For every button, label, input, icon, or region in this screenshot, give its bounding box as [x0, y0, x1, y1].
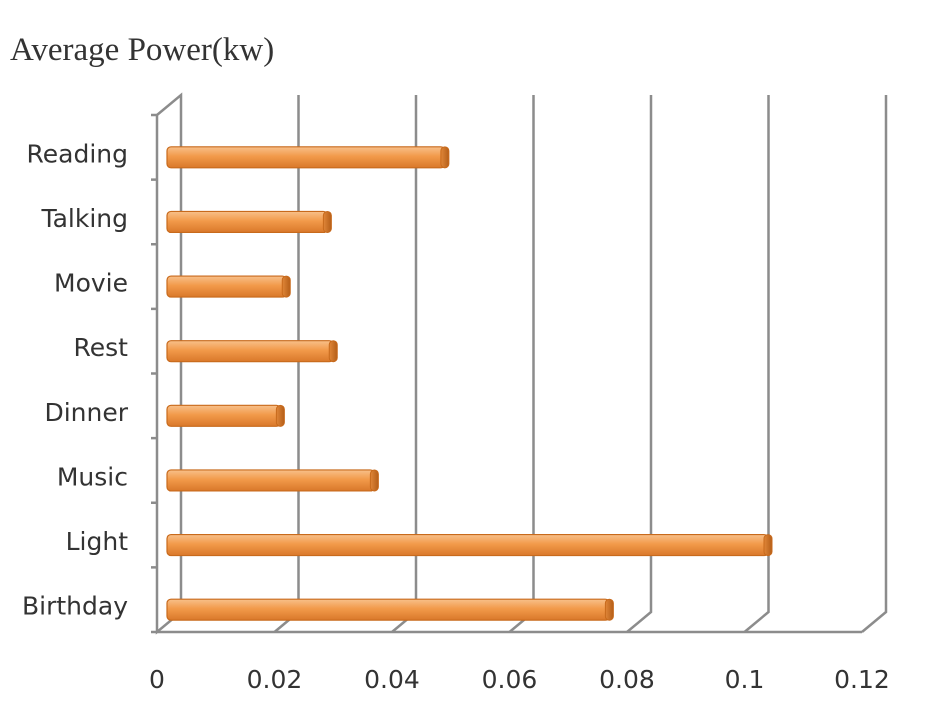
chart-title: Average Power(kw): [10, 32, 274, 68]
category-label: Music: [57, 462, 128, 491]
bar: [166, 469, 379, 492]
category-labels: Reading Talking Movie Rest Dinner Music Light B…: [22, 139, 129, 620]
bar: [166, 275, 291, 298]
bar: [166, 404, 285, 427]
category-label: Talking: [40, 204, 128, 233]
x-tick-label: 0.1: [725, 665, 765, 694]
x-tick-label: 0.04: [364, 665, 420, 694]
category-label: Reading: [27, 139, 128, 168]
x-tick-label: 0.06: [482, 665, 538, 694]
category-label: Birthday: [22, 592, 128, 621]
x-tick-label: 0: [149, 665, 165, 694]
bars: [166, 146, 773, 621]
bar: [166, 210, 332, 234]
bar: [166, 340, 338, 363]
bar: [166, 533, 773, 557]
x-tick-label: 0.02: [247, 665, 303, 694]
category-label: Dinner: [44, 398, 128, 427]
x-tick-labels: 0 0.02 0.04 0.06 0.08 0.1 0.12: [149, 665, 890, 694]
bar: [166, 146, 450, 169]
category-label: Rest: [74, 333, 129, 362]
bar: [166, 598, 614, 621]
x-tick-label: 0.08: [599, 665, 655, 694]
category-label: Movie: [54, 269, 128, 298]
x-tick-label: 0.12: [834, 665, 890, 694]
category-label: Light: [66, 527, 129, 556]
gridline: [743, 95, 770, 633]
gridline: [861, 95, 888, 633]
gridline: [626, 95, 653, 633]
